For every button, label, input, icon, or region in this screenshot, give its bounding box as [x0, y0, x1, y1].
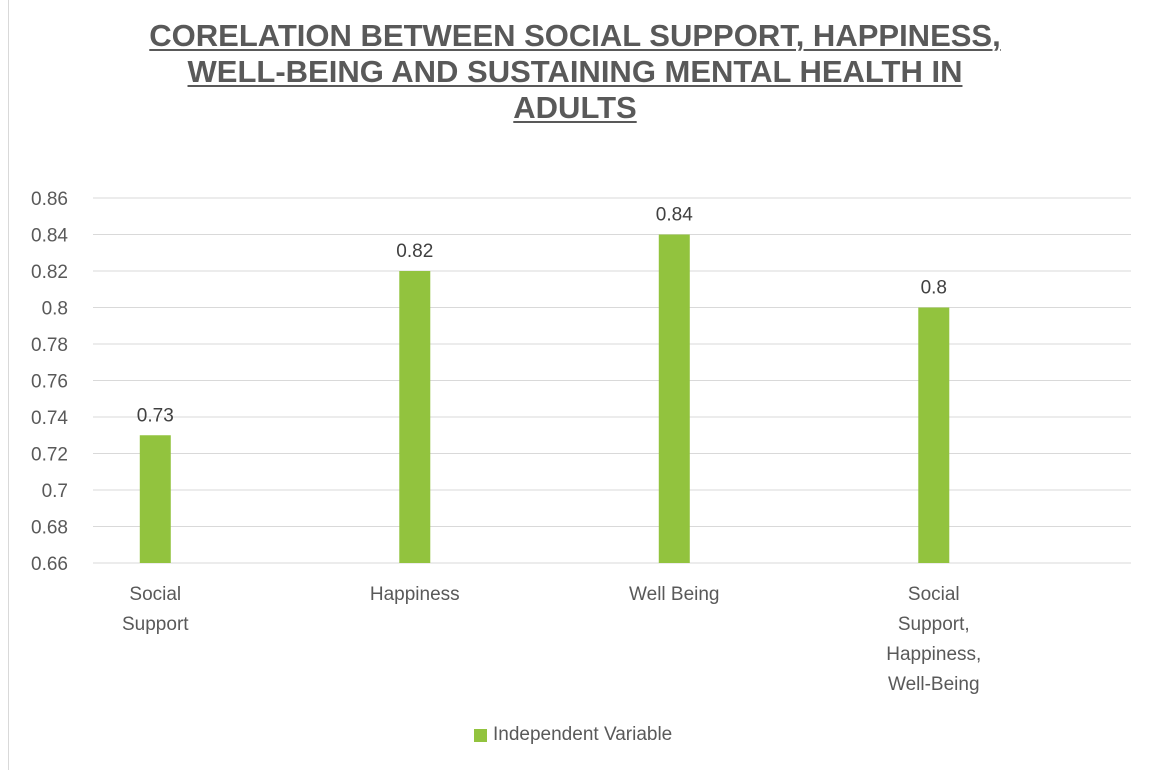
x-tick-label: Social [908, 584, 960, 605]
x-tick-label: Support, [898, 614, 970, 635]
data-label: 0.8 [921, 278, 947, 299]
y-tick-label: 0.74 [31, 408, 68, 429]
y-tick-label: 0.82 [31, 262, 68, 283]
x-tick-label: Well Being [629, 584, 719, 605]
y-tick-label: 0.7 [42, 481, 68, 502]
bar [918, 307, 950, 563]
chart-frame [8, 0, 1148, 770]
bar [399, 271, 431, 563]
bar [658, 234, 690, 563]
x-tick-label: Well-Being [888, 674, 980, 695]
bar-chart: 0.66 0.68 0.7 0.72 0.74 0.76 0.78 0.8 0.82 0.84 0.… [31, 189, 1131, 695]
y-tick-label: 0.78 [31, 335, 68, 356]
y-tick-label: 0.72 [31, 445, 68, 466]
legend-label: Independent Variable [493, 724, 673, 745]
y-tick-label: 0.66 [31, 554, 68, 575]
chart-title-line-3: ADULTS [513, 90, 637, 125]
chart-title: CORELATION BETWEEN SOCIAL SUPPORT, HAPPI… [0, 18, 1150, 126]
chart-title-line-1: CORELATION BETWEEN SOCIAL SUPPORT, HAPPI… [149, 18, 1001, 53]
y-tick-label: 0.86 [31, 189, 68, 210]
y-tick-label: 0.76 [31, 372, 68, 393]
x-tick-label: Support [122, 614, 189, 635]
data-label: 0.84 [656, 205, 693, 226]
x-tick-label: Happiness [370, 584, 460, 605]
legend: Independent Variable [474, 723, 672, 747]
data-label: 0.73 [137, 405, 174, 426]
y-tick-label: 0.8 [42, 299, 68, 320]
x-tick-label: Happiness, [886, 644, 981, 665]
chart-title-line-2: WELL-BEING AND SUSTAINING MENTAL HEALTH … [187, 54, 963, 89]
legend-swatch [474, 728, 487, 742]
y-tick-label: 0.84 [31, 226, 68, 247]
x-tick-label: Social [129, 584, 181, 605]
data-label: 0.82 [396, 241, 433, 262]
y-tick-label: 0.68 [31, 518, 68, 539]
bar [139, 435, 171, 563]
